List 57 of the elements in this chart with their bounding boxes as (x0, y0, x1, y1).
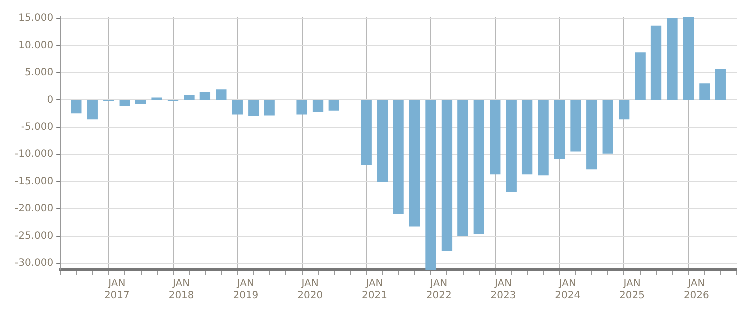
y-tick-label: -25.000 (14, 230, 54, 242)
y-tick-label: -20.000 (14, 204, 54, 215)
bar (135, 100, 146, 104)
x-tick-label: JAN 2020 (298, 278, 324, 302)
x-tick-label: JAN 2024 (555, 278, 581, 302)
bar (120, 100, 130, 106)
y-tick-label: -30.000 (14, 258, 54, 270)
bar (700, 84, 710, 100)
bar (715, 69, 726, 100)
bar (152, 98, 162, 100)
bar (490, 100, 501, 175)
bar (232, 100, 243, 115)
bar (200, 92, 211, 100)
y-tick-label: 0 (47, 94, 54, 106)
bar (442, 100, 453, 252)
y-tick-label: -10.000 (14, 149, 54, 160)
y-tick-label: 5.000 (24, 68, 54, 79)
x-tick-label: JAN 2026 (684, 278, 710, 302)
bar (554, 100, 566, 160)
bar (184, 95, 195, 100)
bar (683, 17, 694, 100)
bar (378, 100, 388, 182)
x-tick-label: JAN 2018 (168, 278, 194, 302)
bar (248, 100, 260, 116)
bar (538, 100, 549, 176)
bar (667, 18, 678, 100)
bar (426, 100, 436, 270)
x-tick-label: JAN 2025 (620, 278, 645, 302)
bar (522, 100, 533, 175)
bar (393, 100, 404, 214)
bar (458, 100, 468, 236)
bar (296, 100, 308, 115)
bar (87, 100, 98, 120)
bar (264, 100, 275, 116)
bar (361, 100, 372, 166)
bar (635, 52, 646, 100)
bar (328, 100, 340, 111)
bar (312, 100, 324, 112)
bar (619, 100, 630, 120)
bar (586, 100, 598, 170)
bar (71, 100, 82, 114)
bar (409, 100, 420, 227)
y-tick-label: -5.000 (21, 122, 54, 134)
y-tick-label: 10.000 (18, 40, 54, 52)
x-tick-label: JAN 2022 (426, 278, 452, 302)
bar (602, 100, 614, 154)
x-tick-label: JAN 2021 (362, 278, 388, 302)
x-tick-label: JAN 2019 (233, 278, 259, 302)
bar (474, 100, 484, 234)
bar (570, 100, 582, 152)
x-tick-label: JAN 2017 (104, 278, 130, 302)
bar (216, 90, 227, 100)
y-tick-label: -15.000 (14, 176, 54, 188)
bar (650, 26, 662, 100)
y-tick-label: 15.000 (18, 13, 54, 24)
bar (506, 100, 517, 193)
x-tick-label: JAN 2023 (490, 278, 516, 302)
